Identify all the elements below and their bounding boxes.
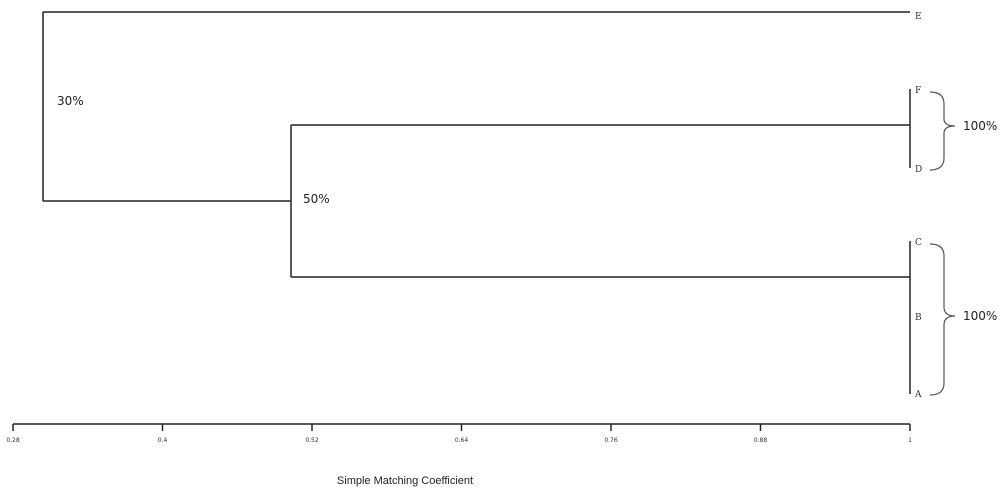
tick-label: 0.64: [455, 437, 469, 444]
tick-labels: 0.28 0.4 0.52 0.64 0.76 0.88 1: [6, 437, 912, 444]
leaf-label-b: B: [915, 313, 922, 323]
tick-label: 0.76: [604, 437, 618, 444]
dendrogram-branches: [42, 11, 911, 394]
tick-marks: [12, 424, 911, 431]
leaf-label-a: A: [914, 390, 922, 400]
leaf-label-d: D: [915, 165, 922, 175]
similarity-label-cba: 100%: [963, 309, 997, 323]
tick-label: 0.4: [158, 437, 168, 444]
similarity-label-fd: 100%: [963, 119, 997, 133]
leaf-label-f: F: [915, 86, 921, 96]
leaf-labels: E F D C B A: [914, 12, 922, 400]
leaf-label-c: C: [915, 238, 922, 248]
tick-label: 0.88: [754, 437, 768, 444]
tick-label: 0.28: [6, 437, 20, 444]
tick-label: 0.52: [305, 437, 319, 444]
axis-title: Simple Matching Coefficient: [337, 475, 473, 487]
x-axis: 0.28 0.4 0.52 0.64 0.76 0.88 1 Simple Matching…: [6, 423, 912, 487]
brace-cba: [929, 243, 956, 396]
node-label-node50: 50%: [303, 192, 330, 206]
brace-fd: [929, 91, 956, 171]
tick-label: 1: [908, 437, 912, 444]
leaf-label-e: E: [915, 12, 922, 22]
node-label-root: 30%: [57, 94, 84, 108]
